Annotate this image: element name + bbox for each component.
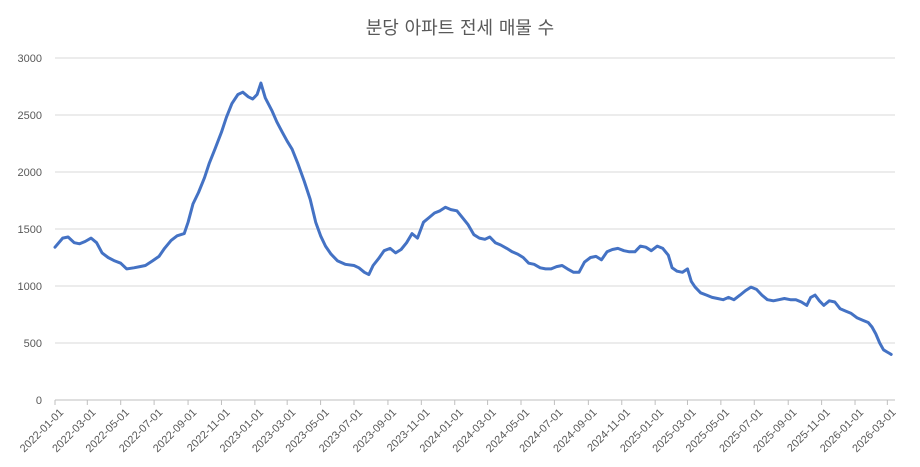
- y-tick-label: 2000: [18, 167, 42, 179]
- chart-title: 분당 아파트 전세 매물 수: [366, 18, 555, 39]
- y-tick-label: 1500: [18, 224, 42, 236]
- series-line: [53, 81, 893, 356]
- y-tick-label: 3000: [18, 53, 42, 65]
- y-tick-label: 500: [24, 338, 42, 350]
- y-axis-tick-labels: 0 500 1000 1500 2000 2500 3000: [18, 53, 42, 407]
- y-tick-label: 2500: [18, 110, 42, 122]
- x-axis-tick-labels: 2022-01-012022-03-012022-05-012022-07-01…: [18, 400, 899, 455]
- y-tick-label: 1000: [18, 281, 42, 293]
- gridlines: [55, 57, 895, 401]
- series-layer: [53, 81, 893, 356]
- y-tick-label: 0: [36, 395, 42, 407]
